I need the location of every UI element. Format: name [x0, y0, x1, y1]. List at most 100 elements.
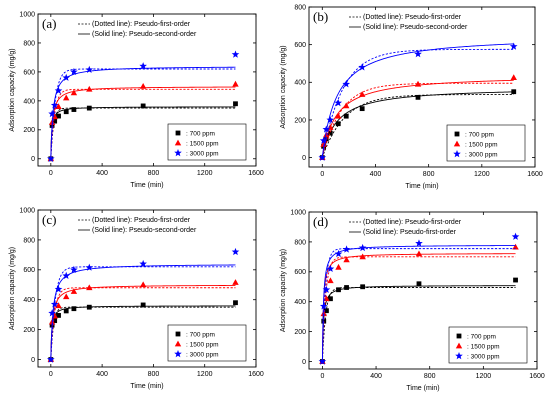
legend-label: : 1500 ppm [186, 341, 219, 348]
y-tick-label: 800 [23, 237, 35, 244]
data-point [336, 287, 341, 293]
data-point [52, 318, 58, 324]
data-point [359, 106, 365, 112]
data-point [344, 285, 349, 290]
legend: : 700 ppm: 1500 ppm: 3000 ppm [448, 326, 528, 364]
plot-frame [37, 209, 257, 368]
data-point [415, 239, 423, 247]
data-point [327, 130, 333, 136]
y-tick-label: 0 [31, 156, 35, 163]
data-point [232, 279, 239, 285]
fit-curve-second-order [321, 245, 516, 362]
fit-curve-second-order [50, 86, 236, 159]
data-point [139, 82, 147, 89]
data-point [62, 73, 71, 81]
data-point [47, 355, 55, 363]
y-tick-label: 200 [23, 127, 35, 134]
x-axis-label: Time (min) [405, 183, 438, 190]
fit-curve-first-order [321, 248, 516, 362]
data-point [358, 63, 366, 71]
legend-label: : 700 ppm [465, 131, 494, 138]
data-point [415, 94, 421, 100]
y-tick-label: 600 [23, 267, 35, 274]
data-point [319, 136, 328, 144]
data-point [139, 259, 147, 268]
panel-tag: (d) [313, 214, 328, 229]
data-point [334, 99, 343, 107]
panel-tag: (c) [42, 212, 56, 227]
x-tick-label: 0 [49, 170, 53, 177]
data-point [54, 86, 63, 94]
plot-frame [308, 6, 536, 168]
legend-marker [455, 342, 463, 349]
note-solid: (Solid line): Pseudo-first-order [363, 229, 457, 236]
x-tick-label: 800 [423, 171, 435, 178]
data-point [416, 281, 422, 287]
fit-curve-first-order [50, 88, 236, 159]
data-point [358, 243, 367, 252]
x-tick-label: 400 [96, 371, 108, 378]
x-tick-label: 1200 [474, 171, 490, 178]
x-tick-label: 1600 [248, 371, 264, 378]
data-point [47, 154, 55, 162]
x-axis-label: Time (min) [130, 182, 163, 189]
legend-marker [174, 149, 182, 157]
legend-label: : 3000 ppm [467, 353, 500, 360]
x-tick-label: 800 [424, 373, 436, 380]
data-point [323, 131, 330, 138]
data-point [48, 309, 56, 317]
data-point [50, 300, 59, 308]
y-tick-label: 0 [302, 155, 306, 162]
data-point [85, 65, 94, 73]
legend-box [167, 123, 247, 161]
legend-marker [174, 139, 182, 146]
fit-curve-first-order [50, 68, 236, 159]
y-tick-label: 400 [294, 299, 306, 306]
legend-box [448, 326, 528, 364]
data-point [63, 293, 70, 300]
fit-curve-first-order [50, 107, 236, 159]
x-tick-label: 1600 [248, 170, 264, 177]
note-dotted: (Dotted line): Pseudo-first-order [92, 217, 191, 224]
data-point [56, 113, 61, 119]
chart-panel-c: 0 400 800 1200 1600 0 200 400 600 800 1000 Time (mi… [9, 207, 264, 390]
note-dotted: (Dotted line): Pseudo-first-order [363, 219, 462, 226]
y-tick-label: 800 [294, 239, 306, 246]
data-point [510, 74, 517, 80]
fit-curve-second-order [50, 106, 236, 159]
x-tick-label: 1600 [527, 171, 543, 178]
chart-panel-a: 0 400 800 1200 1600 0 200 400 600 800 1000 Time (mi… [9, 11, 264, 189]
y-tick-label: 400 [23, 98, 35, 105]
legend-marker [453, 140, 461, 147]
data-point [70, 67, 78, 76]
data-point [414, 80, 422, 87]
note-dotted: (Dotted line): Pseudo-first-order [363, 14, 462, 21]
series-1 [320, 277, 518, 364]
data-point [86, 284, 93, 291]
data-point [71, 107, 77, 112]
legend-label: : 1500 ppm [186, 140, 219, 147]
chart-panel-b: 0 400 800 1200 1600 0 200 400 600 800 Time (min) Ad… [280, 4, 543, 190]
data-point [334, 249, 343, 258]
data-point [322, 125, 331, 133]
data-point [320, 310, 327, 317]
data-point [55, 302, 62, 309]
fit-curve-second-order [50, 305, 236, 360]
y-tick-label: 800 [294, 4, 306, 11]
data-point [511, 89, 517, 95]
y-tick-label: 600 [23, 69, 35, 76]
legend-box [446, 124, 526, 162]
series-2 [47, 80, 239, 162]
chart-panel-d: 0 400 800 1200 1600 0 200 400 600 800 1000 Time (mi… [280, 209, 545, 392]
y-tick-label: 400 [294, 80, 306, 87]
data-point [86, 304, 92, 310]
data-point [360, 284, 366, 290]
data-point [86, 85, 93, 92]
data-point [324, 308, 329, 314]
data-point [70, 89, 78, 96]
legend-label: : 3000 ppm [186, 150, 219, 157]
data-point [51, 113, 58, 120]
legend-marker [175, 331, 181, 337]
data-point [414, 50, 422, 58]
legend-box [167, 324, 247, 362]
